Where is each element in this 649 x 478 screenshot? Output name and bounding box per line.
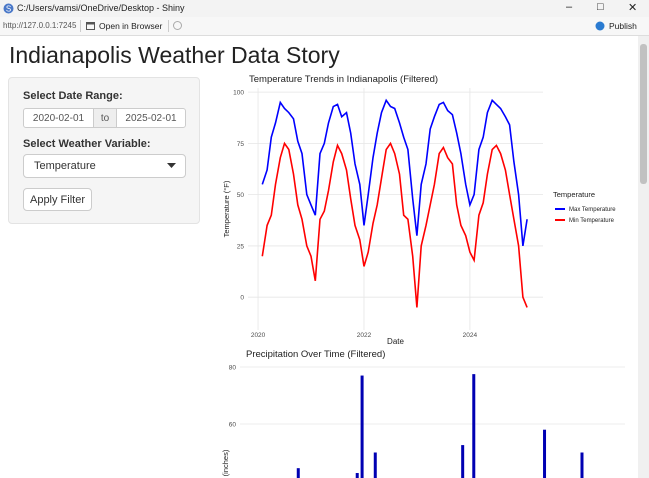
app-title: Indianapolis Weather Data Story — [9, 42, 340, 68]
refresh[interactable] — [172, 20, 183, 31]
publish-icon — [595, 21, 605, 31]
bar — [472, 374, 476, 478]
y-tick-label: 25 — [237, 243, 245, 250]
chart-title: Temperature Trends in Indianapolis (Filt… — [249, 74, 438, 85]
y-axis-label: Temperature (°F) — [222, 180, 231, 237]
url: http://127.0.0.1:7245 — [3, 21, 77, 30]
end-date[interactable]: 2025-02-01 — [116, 108, 186, 128]
x-tick-label: 2024 — [463, 332, 478, 339]
apply-button[interactable]: Apply Filter — [23, 188, 92, 211]
bar — [461, 445, 465, 478]
open-in-browser[interactable]: Open in Browser — [99, 21, 163, 31]
bar — [373, 452, 377, 478]
y-tick-label: 50 — [237, 192, 245, 199]
legend-title: Temperature — [553, 190, 595, 199]
scrollbar[interactable] — [638, 36, 649, 478]
select-caret — [167, 163, 176, 168]
bar — [360, 375, 364, 478]
y-tick-label: 75 — [237, 141, 245, 148]
line — [261, 98, 528, 247]
date-separator: to — [93, 108, 117, 128]
toolbar: http://127.0.0.1:7245 Open in Browser Pu… — [0, 17, 649, 36]
minimize[interactable]: – — [566, 1, 573, 13]
date-range-label: Select Date Range: — [23, 90, 123, 102]
bar — [543, 429, 547, 478]
x-tick-label: 2022 — [357, 332, 372, 339]
x-axis-label: Date — [387, 337, 404, 346]
title-bar: S C:/Users/vamsi/OneDrive/Desktop - Shin… — [0, 0, 649, 17]
publish[interactable]: Publish — [609, 21, 637, 31]
app-icon: S — [3, 3, 14, 14]
chart-title: Precipitation Over Time (Filtered) — [246, 349, 385, 360]
bar — [296, 468, 300, 478]
y-tick-label: 100 — [233, 90, 244, 97]
y-tick-label: 80 — [229, 365, 237, 372]
variable-label: Select Weather Variable: — [23, 138, 151, 150]
window-title: C:/Users/vamsi/OneDrive/Desktop - Shiny — [17, 3, 185, 13]
close[interactable]: ✕ — [628, 2, 638, 14]
separator — [80, 20, 81, 32]
start-date[interactable]: 2020-02-01 — [23, 108, 94, 128]
charts: Temperature Trends in Indianapolis (Filt… — [221, 74, 625, 478]
svg-text:S: S — [6, 5, 11, 14]
x-tick-label: 2020 — [251, 332, 266, 339]
y-tick-label: 0 — [240, 295, 244, 302]
y-axis-label: (inches) — [221, 449, 230, 476]
scroll-thumb[interactable] — [640, 44, 647, 184]
maximize[interactable]: □ — [597, 1, 604, 13]
bar — [355, 473, 359, 478]
variable-select[interactable]: Temperature — [23, 154, 186, 178]
legend-label: Min Temperature — [569, 218, 615, 224]
line — [261, 141, 528, 308]
bar — [580, 452, 584, 478]
open-icon — [86, 22, 95, 30]
legend-label: Max Temperature — [569, 207, 616, 213]
y-tick-label: 60 — [229, 422, 237, 429]
separator — [168, 20, 169, 32]
